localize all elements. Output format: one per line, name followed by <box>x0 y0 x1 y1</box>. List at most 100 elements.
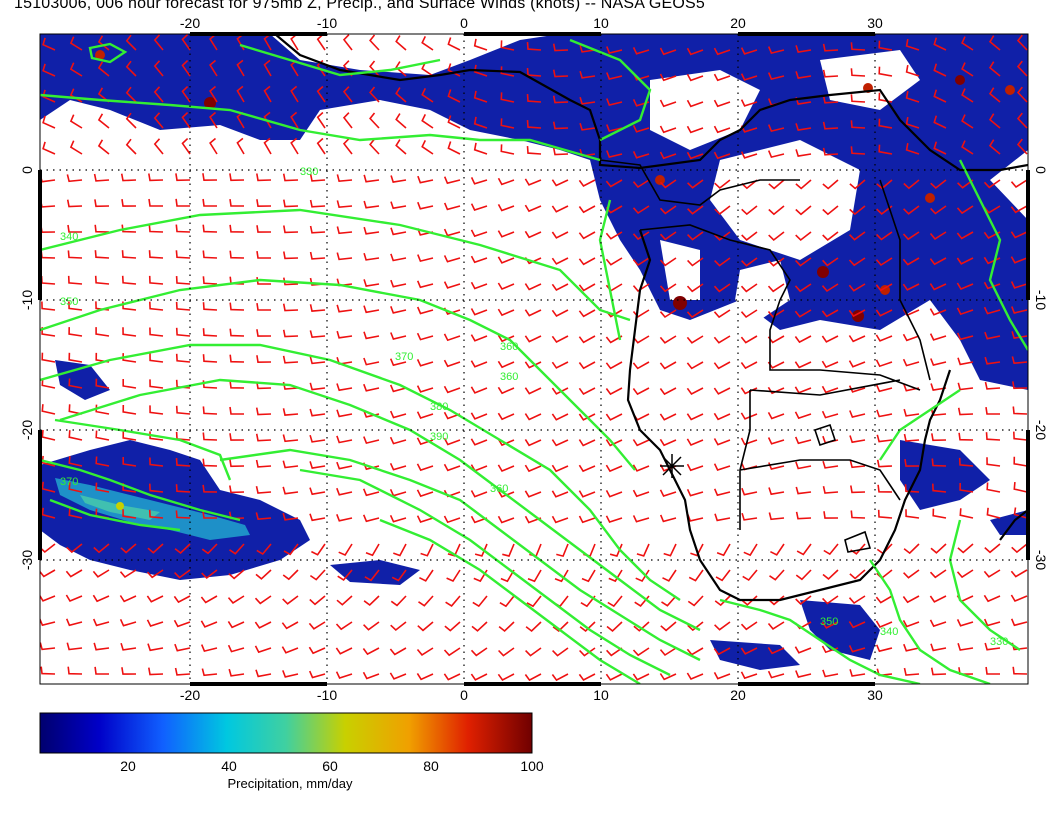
wind-barb <box>229 459 245 468</box>
wind-barb <box>390 227 407 236</box>
wind-barb <box>876 409 893 418</box>
wind-barb <box>905 38 920 51</box>
wind-barb <box>256 250 271 259</box>
wind-barb <box>714 257 731 267</box>
wind-barb <box>933 141 947 155</box>
wind-barb <box>209 85 218 103</box>
wind-barb <box>443 673 461 681</box>
wind-barb <box>236 59 245 77</box>
wind-barb <box>905 142 920 155</box>
wind-barb <box>41 378 56 389</box>
wind-barb <box>290 85 299 103</box>
wind-barb <box>202 276 218 285</box>
wind-barb <box>1013 431 1028 441</box>
lon-tick-top: 20 <box>730 15 746 31</box>
wind-barb <box>316 85 326 103</box>
wind-barb <box>686 361 704 370</box>
wind-barb <box>741 487 758 496</box>
wind-barb <box>1016 34 1028 51</box>
wind-barb <box>713 125 731 134</box>
wind-barb <box>741 179 758 190</box>
wind-barb <box>767 150 785 159</box>
wind-barb <box>395 139 407 155</box>
wind-barb <box>1013 456 1028 467</box>
wind-barb <box>821 360 839 369</box>
wind-barb <box>984 642 1001 651</box>
wind-barb <box>95 456 110 467</box>
wind-barb <box>447 63 461 77</box>
wind-barb <box>605 335 623 344</box>
wind-barb <box>741 512 758 521</box>
wind-barb <box>822 69 839 78</box>
contour-label: 360 <box>500 341 518 353</box>
wind-barb <box>470 255 488 264</box>
wind-barb <box>988 61 1001 77</box>
wind-barb <box>97 35 110 51</box>
wind-barb <box>956 282 974 291</box>
wind-barb <box>1010 256 1028 264</box>
wind-barb <box>551 283 569 292</box>
contour-sw-box <box>54 418 232 481</box>
wind-barb <box>822 121 839 130</box>
wind-barb <box>986 507 1001 519</box>
wind-barb <box>369 60 380 77</box>
wind-barb <box>255 512 272 521</box>
wind-barb <box>740 47 758 55</box>
wind-barb <box>579 647 596 657</box>
wind-barb <box>256 302 271 311</box>
wind-barb <box>95 404 110 415</box>
wind-barb <box>393 543 407 557</box>
wind-barb <box>363 331 380 340</box>
wind-barb <box>795 257 812 267</box>
contour-label: 330 <box>990 636 1008 648</box>
wind-barb <box>932 508 947 519</box>
wind-barb <box>228 668 245 677</box>
contour-south-2 <box>869 559 991 684</box>
wind-barb <box>389 358 407 367</box>
wind-barb <box>121 275 137 285</box>
wind-barb <box>903 667 920 676</box>
wind-barb <box>659 673 677 681</box>
wind-barb <box>497 360 515 369</box>
wind-barb <box>823 543 839 556</box>
wind-barb <box>69 140 83 155</box>
wind-barb <box>876 459 893 468</box>
wind-barb <box>308 621 326 630</box>
wind-barb <box>714 179 731 190</box>
wind-barb <box>551 673 569 682</box>
wind-barb <box>263 85 272 103</box>
wind-barb <box>389 410 407 419</box>
wind-barb <box>956 307 974 316</box>
wind-barb <box>605 413 623 421</box>
wind-barb <box>181 138 191 155</box>
wind-barb <box>822 486 839 494</box>
wind-barb <box>416 385 434 393</box>
wind-barb <box>713 335 731 344</box>
wind-barb <box>282 595 299 605</box>
wind-barb <box>770 543 785 556</box>
wind-barb <box>364 569 380 582</box>
wind-barb <box>227 595 245 604</box>
wind-barb <box>632 515 650 523</box>
wind-barb <box>497 334 515 343</box>
wind-barb <box>148 509 164 519</box>
wind-barb <box>551 335 569 344</box>
wind-barb <box>421 140 434 155</box>
wind-barb <box>93 642 110 651</box>
wind-barb <box>605 387 623 396</box>
wind-barb <box>336 595 353 606</box>
wind-barb <box>768 205 785 216</box>
wind-barb <box>95 482 110 493</box>
wind-barb <box>125 34 137 51</box>
wind-barb <box>714 621 731 631</box>
wind-barb <box>821 283 839 293</box>
wind-barb <box>742 569 758 582</box>
wind-barb <box>850 510 866 519</box>
wind-barb <box>181 34 191 51</box>
contour-africa-3 <box>879 389 961 461</box>
wind-barb <box>149 405 164 415</box>
wind-barb <box>282 329 299 338</box>
wind-barb <box>472 595 488 608</box>
precip-area-mid <box>330 560 420 585</box>
wind-barb <box>470 647 488 657</box>
